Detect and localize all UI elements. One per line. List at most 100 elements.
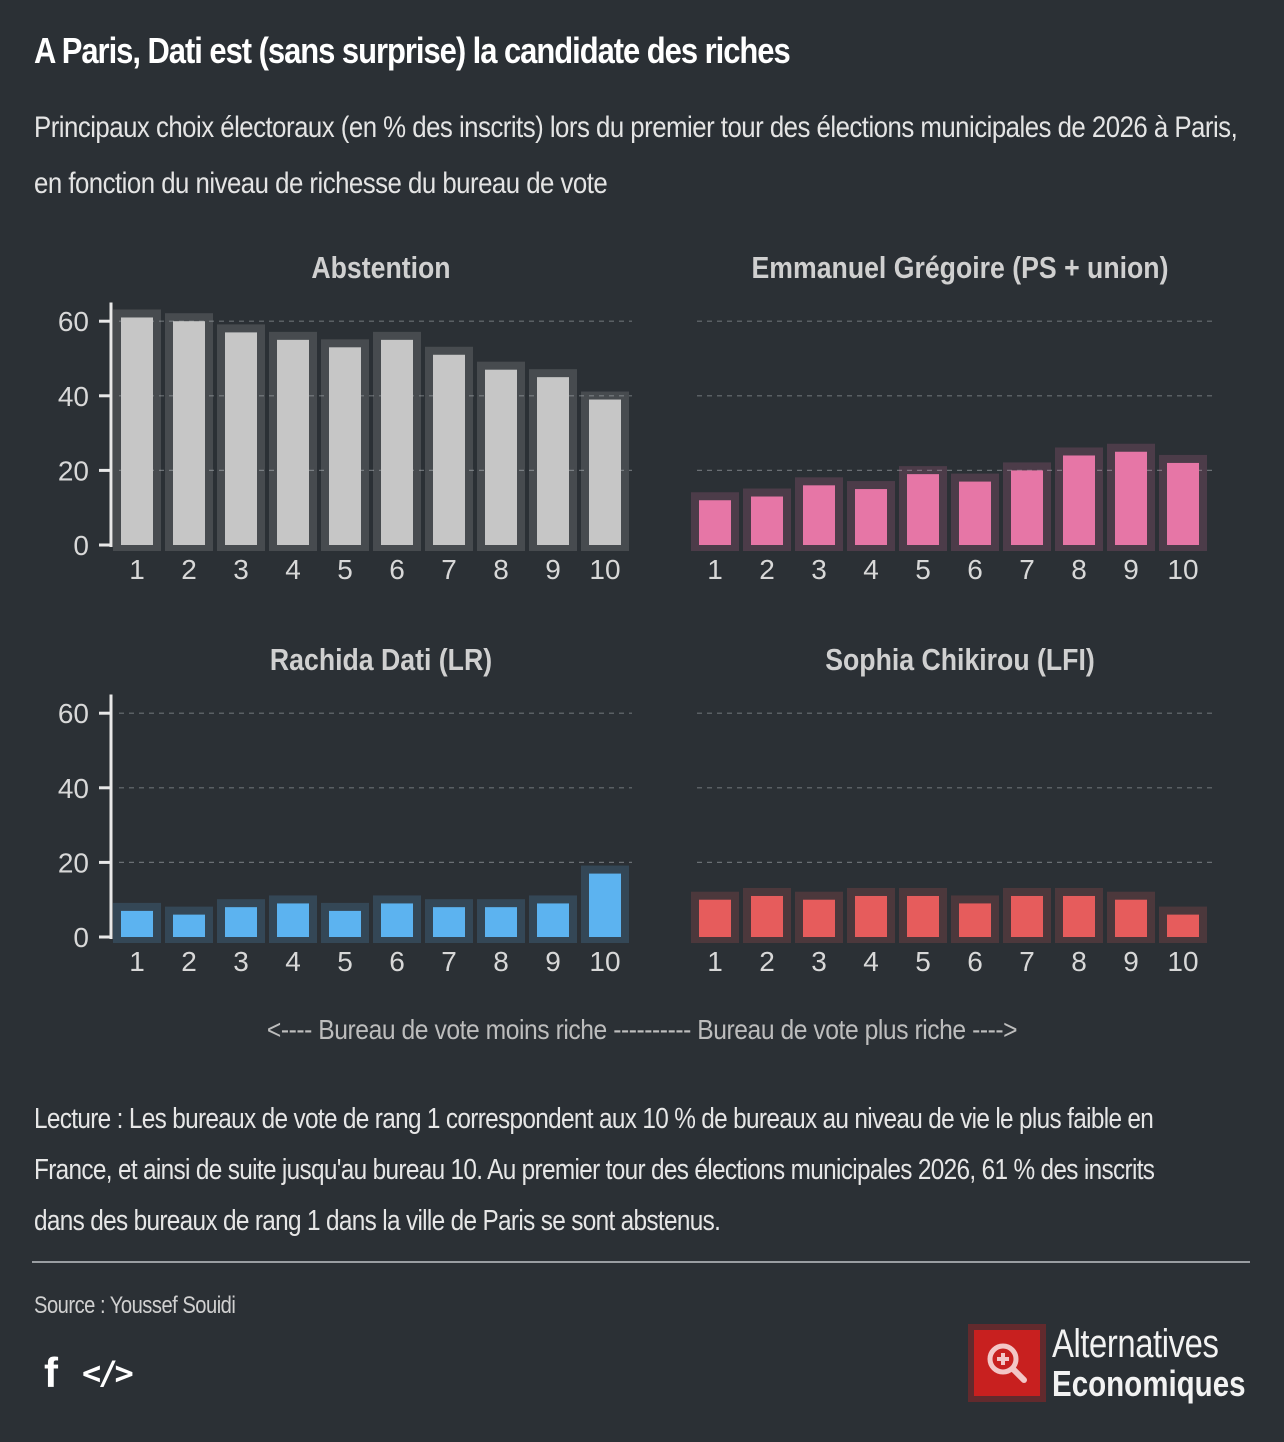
bar — [1167, 914, 1199, 937]
x-tick-label: 4 — [285, 946, 301, 977]
x-tick-label: 7 — [1019, 554, 1035, 585]
footer-divider — [32, 1261, 1250, 1263]
bar — [803, 485, 835, 545]
y-tick-label: 40 — [58, 773, 89, 804]
bar — [803, 899, 835, 937]
panel-title: Abstention — [311, 251, 450, 285]
bar — [1167, 462, 1199, 545]
bar — [329, 347, 361, 545]
x-tick-label: 2 — [759, 554, 775, 585]
bar — [907, 895, 939, 937]
bar — [1011, 895, 1043, 937]
x-tick-label: 2 — [181, 554, 197, 585]
x-tick-label: 9 — [545, 946, 561, 977]
x-axis-direction-label: <---- Bureau de vote moins riche -------… — [266, 1014, 1018, 1045]
bar — [537, 903, 569, 937]
bar — [855, 895, 887, 937]
bar — [1063, 895, 1095, 937]
bar — [907, 474, 939, 545]
y-tick-label: 20 — [58, 455, 89, 486]
x-tick-label: 7 — [1019, 946, 1035, 977]
x-tick-label: 6 — [967, 946, 983, 977]
bar — [751, 895, 783, 937]
bar — [1063, 455, 1095, 545]
x-tick-label: 7 — [441, 554, 457, 585]
bar — [699, 899, 731, 937]
x-tick-label: 8 — [493, 946, 509, 977]
panel-gregoire: Emmanuel Grégoire (PS + union) 1 2 3 4 5 6 7 8 9 1… — [691, 251, 1212, 585]
y-tick-label: 20 — [58, 847, 89, 878]
bar — [225, 332, 257, 545]
bar — [277, 339, 309, 545]
bar — [751, 496, 783, 545]
x-tick-label: 4 — [863, 946, 879, 977]
x-tick-label: 5 — [915, 946, 931, 977]
x-tick-label: 2 — [181, 946, 197, 977]
x-tick-label: 1 — [707, 946, 723, 977]
y-tick-label: 60 — [58, 306, 89, 337]
x-tick-label: 2 — [759, 946, 775, 977]
logo-text-line1: Alternatives — [1052, 1322, 1219, 1366]
x-tick-label: 4 — [863, 554, 879, 585]
x-tick-label: 1 — [129, 554, 145, 585]
x-tick-label: 9 — [545, 554, 561, 585]
y-tick-label: 0 — [73, 922, 89, 953]
x-tick-label: 10 — [1167, 554, 1198, 585]
bar — [433, 907, 465, 937]
magnifier-plus-icon — [974, 1330, 1040, 1396]
panel-chikirou: Sophia Chikirou (LFI) 1 2 3 4 5 6 7 8 9 10 — [691, 643, 1212, 977]
x-tick-label: 3 — [233, 554, 249, 585]
bar — [537, 377, 569, 545]
bar — [959, 481, 991, 545]
y-tick-label: 0 — [73, 530, 89, 561]
bar — [485, 369, 517, 545]
reading-note: Lecture : Les bureaux de vote de rang 1 … — [34, 1103, 1155, 1237]
bar — [1115, 899, 1147, 937]
x-tick-label: 8 — [493, 554, 509, 585]
x-tick-label: 5 — [337, 946, 353, 977]
x-tick-label: 8 — [1071, 554, 1087, 585]
bar — [173, 914, 205, 937]
embed-code-icon[interactable]: </> — [82, 1354, 134, 1392]
bar — [699, 500, 731, 545]
x-tick-label: 1 — [129, 946, 145, 977]
bar — [589, 873, 621, 937]
chart-subtitle: Principaux choix électoraux (en % des in… — [34, 111, 1238, 200]
x-tick-label: 7 — [441, 946, 457, 977]
panel-title: Sophia Chikirou (LFI) — [825, 643, 1095, 677]
bar — [1115, 451, 1147, 545]
panel-title: Rachida Dati (LR) — [270, 643, 492, 677]
publisher-logo[interactable]: Alternatives Economiques — [974, 1324, 1284, 1402]
bar — [329, 910, 361, 937]
bar — [121, 910, 153, 937]
panel-dati: Rachida Dati (LR) 1 2 3 4 5 6 7 8 9 10 0 20 40 60 — [58, 643, 632, 977]
x-tick-label: 3 — [811, 946, 827, 977]
x-tick-label: 3 — [233, 946, 249, 977]
source-credit: Source : Youssef Souidi — [34, 1292, 236, 1319]
chart-title: A Paris, Dati est (sans surprise) la can… — [34, 30, 791, 71]
x-tick-label: 9 — [1123, 554, 1139, 585]
bar — [855, 489, 887, 545]
x-tick-label: 1 — [707, 554, 723, 585]
x-tick-label: 10 — [589, 554, 620, 585]
bar — [173, 321, 205, 545]
x-tick-label: 6 — [967, 554, 983, 585]
facebook-icon[interactable]: f — [44, 1349, 58, 1396]
x-tick-label: 6 — [389, 946, 405, 977]
bar — [381, 339, 413, 545]
x-tick-label: 5 — [337, 554, 353, 585]
bar — [121, 317, 153, 545]
x-tick-label: 10 — [1167, 946, 1198, 977]
x-tick-label: 5 — [915, 554, 931, 585]
x-tick-label: 9 — [1123, 946, 1139, 977]
bar — [959, 903, 991, 937]
bar — [225, 907, 257, 937]
x-tick-label: 10 — [589, 946, 620, 977]
panel-abstention: Abstention 1 2 3 4 5 6 7 8 9 10 0 20 40 60 — [58, 251, 632, 585]
y-tick-label: 60 — [58, 698, 89, 729]
x-tick-label: 3 — [811, 554, 827, 585]
x-tick-label: 6 — [389, 554, 405, 585]
x-tick-label: 8 — [1071, 946, 1087, 977]
bar — [381, 903, 413, 937]
